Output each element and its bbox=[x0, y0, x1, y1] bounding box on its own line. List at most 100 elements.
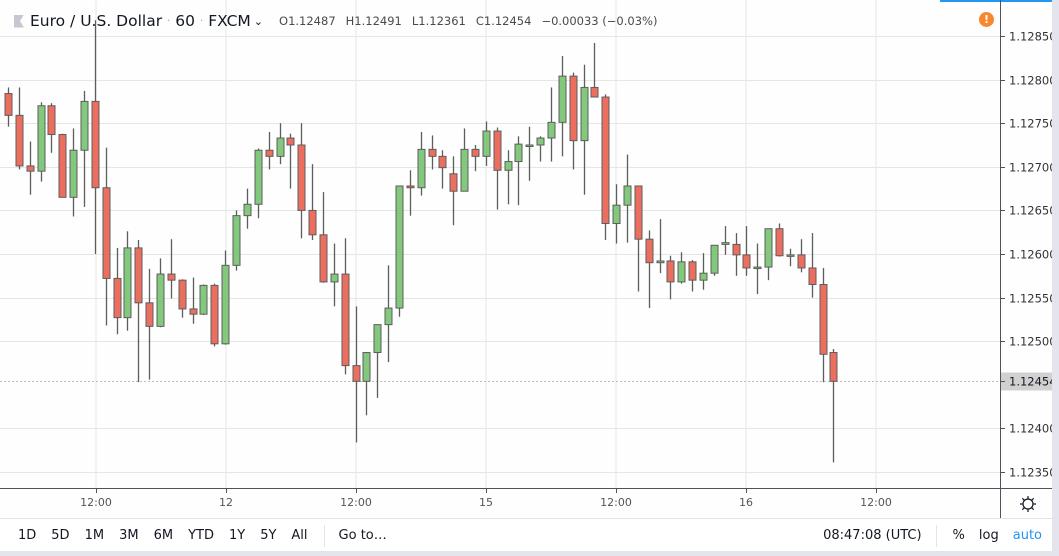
candle bbox=[753, 243, 762, 295]
candle bbox=[199, 284, 208, 316]
range-5d[interactable]: 5D bbox=[51, 528, 70, 543]
candle bbox=[167, 239, 176, 299]
candle bbox=[797, 239, 806, 273]
settings-gear-icon[interactable] bbox=[1019, 495, 1037, 513]
candle bbox=[504, 150, 513, 205]
divider bbox=[323, 524, 325, 547]
candle bbox=[699, 253, 708, 290]
candle bbox=[113, 247, 122, 335]
candle bbox=[634, 185, 643, 292]
candle bbox=[482, 121, 491, 166]
candle bbox=[156, 258, 165, 328]
candle bbox=[352, 306, 361, 443]
candle bbox=[221, 250, 230, 345]
candle bbox=[786, 248, 795, 267]
svg-text:1.12700: 1.12700 bbox=[1009, 161, 1052, 175]
range-1y[interactable]: 1Y bbox=[228, 528, 246, 543]
candle bbox=[428, 135, 437, 170]
candle bbox=[189, 277, 198, 324]
range-1m[interactable]: 1M bbox=[84, 528, 105, 543]
svg-text:1.12454: 1.12454 bbox=[1009, 375, 1052, 389]
window-frame bbox=[0, 551, 1059, 556]
interval[interactable]: 60 bbox=[175, 12, 195, 30]
candle bbox=[580, 64, 589, 195]
candle bbox=[764, 228, 773, 281]
candlestick-chart[interactable]: 1.12850 1.12800 1.12750 1.12700 1.12650 1.126… bbox=[0, 0, 1052, 518]
svg-text:1.12350: 1.12350 bbox=[1009, 466, 1052, 480]
chart-area[interactable]: 1.12850 1.12800 1.12750 1.12700 1.12650 1.126… bbox=[0, 0, 1059, 518]
candle bbox=[656, 219, 665, 274]
candle bbox=[721, 226, 730, 255]
candle bbox=[742, 226, 751, 276]
candle bbox=[438, 150, 447, 189]
bottom-toolbar: 1D 5D 1M 3M 6M YTD 1Y 5Y All Go to… 08:4… bbox=[0, 518, 1052, 552]
candle bbox=[276, 123, 285, 165]
candle bbox=[710, 244, 719, 276]
symbol-flag-icon bbox=[14, 14, 24, 28]
svg-text:1.12850: 1.12850 bbox=[1009, 30, 1052, 44]
svg-text:16: 16 bbox=[739, 496, 753, 509]
svg-text:12:00: 12:00 bbox=[600, 496, 632, 509]
candle bbox=[69, 128, 78, 217]
candle bbox=[547, 87, 556, 162]
window-frame bbox=[1052, 0, 1059, 556]
log-scale-toggle[interactable]: log bbox=[978, 528, 999, 543]
candle bbox=[265, 131, 274, 170]
candle bbox=[58, 133, 67, 198]
candle bbox=[645, 230, 654, 309]
candle bbox=[514, 136, 523, 206]
candle bbox=[775, 223, 784, 257]
candle bbox=[37, 102, 46, 182]
svg-text:12:00: 12:00 bbox=[80, 496, 112, 509]
candle bbox=[297, 123, 306, 239]
candle bbox=[47, 103, 56, 153]
svg-text:12:00: 12:00 bbox=[340, 496, 372, 509]
utc-clock[interactable]: 08:47:08 (UTC) bbox=[823, 528, 922, 543]
range-5y[interactable]: 5Y bbox=[260, 528, 277, 543]
candle bbox=[243, 188, 252, 229]
candle bbox=[4, 87, 13, 127]
svg-text:1.12650: 1.12650 bbox=[1009, 204, 1052, 218]
svg-text:1.12600: 1.12600 bbox=[1009, 248, 1052, 262]
range-ytd[interactable]: YTD bbox=[188, 528, 214, 543]
range-3m[interactable]: 3M bbox=[119, 528, 139, 543]
symbol-name[interactable]: Euro / U.S. Dollar bbox=[30, 12, 163, 30]
candle bbox=[210, 283, 219, 347]
svg-text:15: 15 bbox=[479, 496, 493, 509]
candle bbox=[362, 352, 371, 416]
exchange[interactable]: FXCM bbox=[208, 12, 251, 30]
candle bbox=[232, 210, 241, 271]
candle bbox=[406, 170, 415, 216]
price-change: −0.00033 (−0.03%) bbox=[541, 14, 658, 28]
candle bbox=[808, 233, 817, 298]
ohlc-open: O1.12487 bbox=[279, 14, 336, 28]
range-1d[interactable]: 1D bbox=[18, 528, 37, 543]
candle bbox=[525, 126, 534, 181]
candle bbox=[819, 267, 828, 383]
candle bbox=[254, 148, 263, 219]
candle bbox=[26, 141, 35, 195]
separator-dot: · bbox=[167, 15, 171, 27]
range-6m[interactable]: 6M bbox=[153, 528, 174, 543]
range-all[interactable]: All bbox=[291, 528, 308, 543]
scale-tools: 08:47:08 (UTC) % log auto bbox=[823, 519, 1042, 552]
svg-text:1.12750: 1.12750 bbox=[1009, 117, 1052, 131]
candle bbox=[829, 349, 838, 463]
candle bbox=[178, 279, 187, 318]
chevron-down-icon[interactable]: ⌄ bbox=[253, 14, 264, 28]
candle bbox=[569, 72, 578, 170]
candle bbox=[308, 164, 317, 241]
candle bbox=[558, 56, 567, 157]
candle bbox=[15, 87, 24, 170]
auto-scale-toggle[interactable]: auto bbox=[1012, 528, 1042, 543]
warning-icon[interactable]: ! bbox=[979, 12, 994, 27]
goto-button[interactable]: Go to… bbox=[338, 528, 387, 543]
candle bbox=[449, 156, 458, 226]
candle bbox=[417, 131, 426, 196]
percent-scale-toggle[interactable]: % bbox=[952, 528, 965, 543]
candle bbox=[623, 154, 632, 243]
candle bbox=[493, 127, 502, 210]
symbol-legend: Euro / U.S. Dollar · 60 · FXCM ⌄ O1.1248… bbox=[14, 12, 667, 30]
candle bbox=[145, 268, 154, 380]
candle bbox=[732, 233, 741, 276]
